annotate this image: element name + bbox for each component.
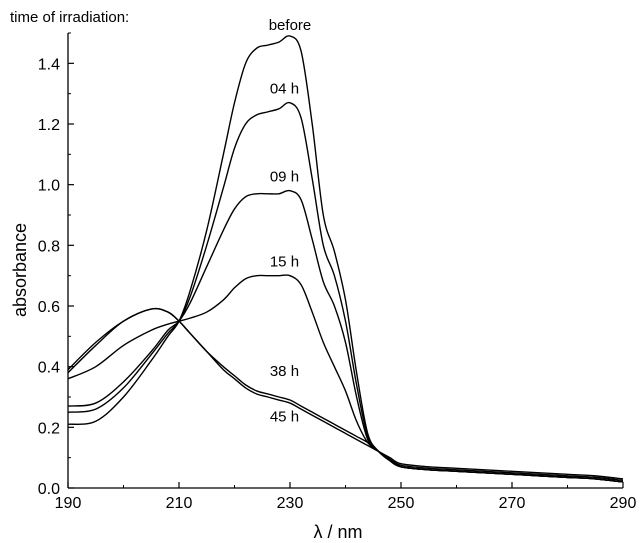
series-line-09-h (67, 189, 624, 483)
series-line-45-h (67, 307, 624, 480)
axes: 0.0 0.2 0.4 0.6 0.8 1.0 1.2 1.4 190 210 230 250 270 2… (38, 32, 637, 512)
series-line-38-h (67, 307, 624, 482)
series-label: 04 h (270, 81, 299, 98)
y-tick-label: 1.4 (38, 56, 60, 73)
y-tick-label: 0.2 (38, 420, 60, 437)
series-line-before (67, 35, 624, 483)
series-label: before (269, 17, 312, 34)
series-label: 09 h (270, 169, 299, 186)
y-tick-label: 0.4 (38, 360, 60, 377)
y-tick-label: 1.2 (38, 117, 60, 134)
series-label: 38 h (270, 363, 299, 380)
series-line-04-h (67, 101, 624, 483)
x-tick-label: 230 (277, 495, 304, 512)
y-tick-label: 0.0 (38, 481, 60, 498)
series-line-15-h (67, 274, 624, 483)
y-tick-label: 0.6 (38, 299, 60, 316)
y-tick-label: 1.0 (38, 178, 60, 195)
series-curves (67, 35, 624, 483)
x-tick-label: 290 (610, 495, 637, 512)
x-tick-label: 270 (499, 495, 526, 512)
series-label: 45 h (270, 408, 299, 425)
x-tick-label: 210 (166, 495, 193, 512)
y-axis-title: absorbance (10, 223, 30, 317)
y-tick-label: 0.8 (38, 238, 60, 255)
series-labels: before 04 h 09 h 15 h 38 h 45 h (269, 17, 312, 425)
x-tick-label: 250 (388, 495, 415, 512)
x-axis-title: λ / nm (313, 522, 362, 542)
x-tick-label: 190 (55, 495, 82, 512)
chart-caption: time of irradiation: (10, 9, 129, 26)
series-label: 15 h (270, 254, 299, 271)
